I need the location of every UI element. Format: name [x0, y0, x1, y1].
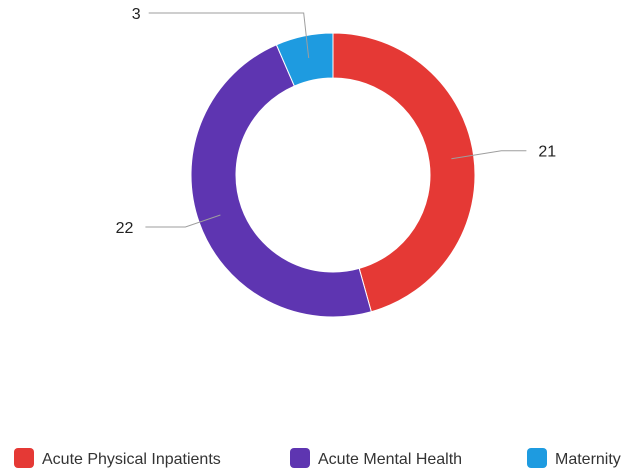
slice-acute-mental-health[interactable]: [190, 44, 372, 318]
slice-acute-physical-inpatients[interactable]: [332, 32, 476, 313]
data-label-acute-physical-inpatients: 21: [538, 144, 556, 161]
leader-lines: [145, 12, 527, 228]
legend-label-acute-mental-health: Acute Mental Health: [318, 451, 462, 468]
legend: Acute Physical Inpatients Acute Mental He…: [14, 448, 621, 468]
leader-line-acute-mental-health: [145, 214, 221, 228]
legend-label-acute-physical-inpatients: Acute Physical Inpatients: [42, 451, 221, 468]
leader-line-acute-physical-inpatients: [451, 150, 527, 160]
legend-item-acute-physical-inpatients[interactable]: Acute Physical Inpatients: [14, 448, 221, 468]
data-label-acute-mental-health: 22: [116, 220, 134, 237]
leader-line-maternity: [148, 12, 310, 59]
slice-maternity[interactable]: [275, 32, 334, 87]
donut-slices: [190, 32, 476, 318]
legend-item-acute-mental-health[interactable]: Acute Mental Health: [290, 448, 462, 468]
data-label-maternity: 3: [132, 6, 141, 23]
data-labels: 21 22 3: [116, 6, 557, 237]
legend-swatch-acute-physical-inpatients: [14, 448, 34, 468]
legend-item-maternity[interactable]: Maternity: [527, 448, 621, 468]
legend-swatch-acute-mental-health: [290, 448, 310, 468]
legend-label-maternity: Maternity: [555, 451, 621, 468]
legend-swatch-maternity: [527, 448, 547, 468]
